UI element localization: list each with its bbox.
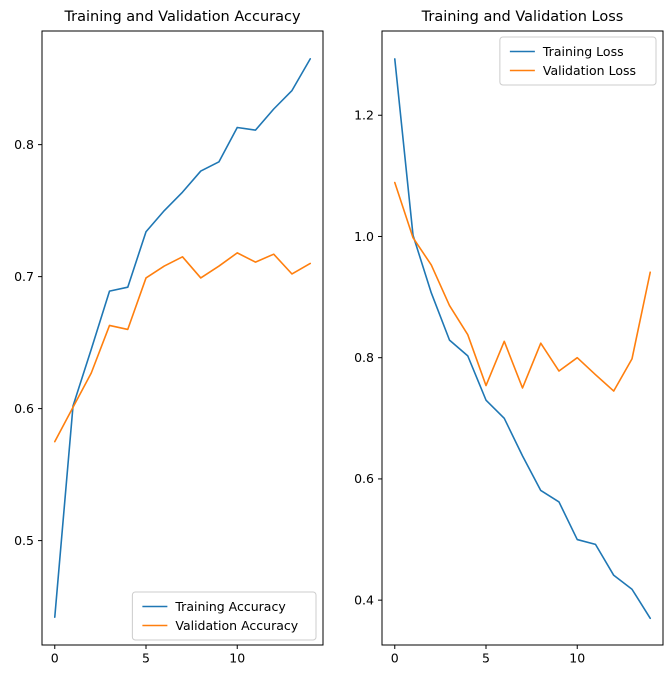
y-tick-label: 0.4 xyxy=(354,592,374,607)
x-tick-label: 0 xyxy=(391,651,399,666)
training-accuracy-line xyxy=(53,58,312,618)
legend-label-validation-loss: Validation Loss xyxy=(543,63,636,78)
subplot-training-and-validation-loss: Training and Validation Loss 0 5 10 0.4 0.6 0.… xyxy=(354,9,664,666)
y-tick-label: 0.8 xyxy=(14,137,34,152)
y-tick-label: 0.6 xyxy=(14,401,34,416)
y-tick-label: 0.8 xyxy=(354,350,374,365)
legend-label-training-accuracy: Training Accuracy xyxy=(174,599,286,614)
y-tick-label: 1.2 xyxy=(354,108,374,123)
validation-accuracy-line xyxy=(53,252,312,443)
subplot-title: Training and Validation Loss xyxy=(421,9,624,25)
y-tick-label: 0.5 xyxy=(14,533,34,548)
x-tick-label: 5 xyxy=(142,651,150,666)
legend: Training Accuracy Validation Accuracy xyxy=(131,591,317,641)
subplot-title: Training and Validation Accuracy xyxy=(63,9,301,25)
axes-frame xyxy=(41,30,324,646)
training-loss-line xyxy=(393,58,652,620)
x-tick-label: 10 xyxy=(229,651,245,666)
y-tick-label: 0.6 xyxy=(354,471,374,486)
legend: Training Loss Validation Loss xyxy=(499,36,657,86)
x-tick-label: 5 xyxy=(482,651,490,666)
legend-label-validation-accuracy: Validation Accuracy xyxy=(175,618,298,633)
x-tick-label: 0 xyxy=(51,651,59,666)
validation-loss-line xyxy=(393,181,652,392)
x-tick-label: 10 xyxy=(569,651,585,666)
legend-box xyxy=(131,591,317,641)
subplot-training-and-validation-accuracy: Training and Validation Accuracy 0 5 10 0.5 0… xyxy=(14,9,324,666)
axes-frame xyxy=(381,30,664,646)
y-tick-label: 1.0 xyxy=(354,229,374,244)
y-tick-label: 0.7 xyxy=(14,269,34,284)
legend-label-training-loss: Training Loss xyxy=(542,44,624,59)
legend-box xyxy=(499,36,657,86)
